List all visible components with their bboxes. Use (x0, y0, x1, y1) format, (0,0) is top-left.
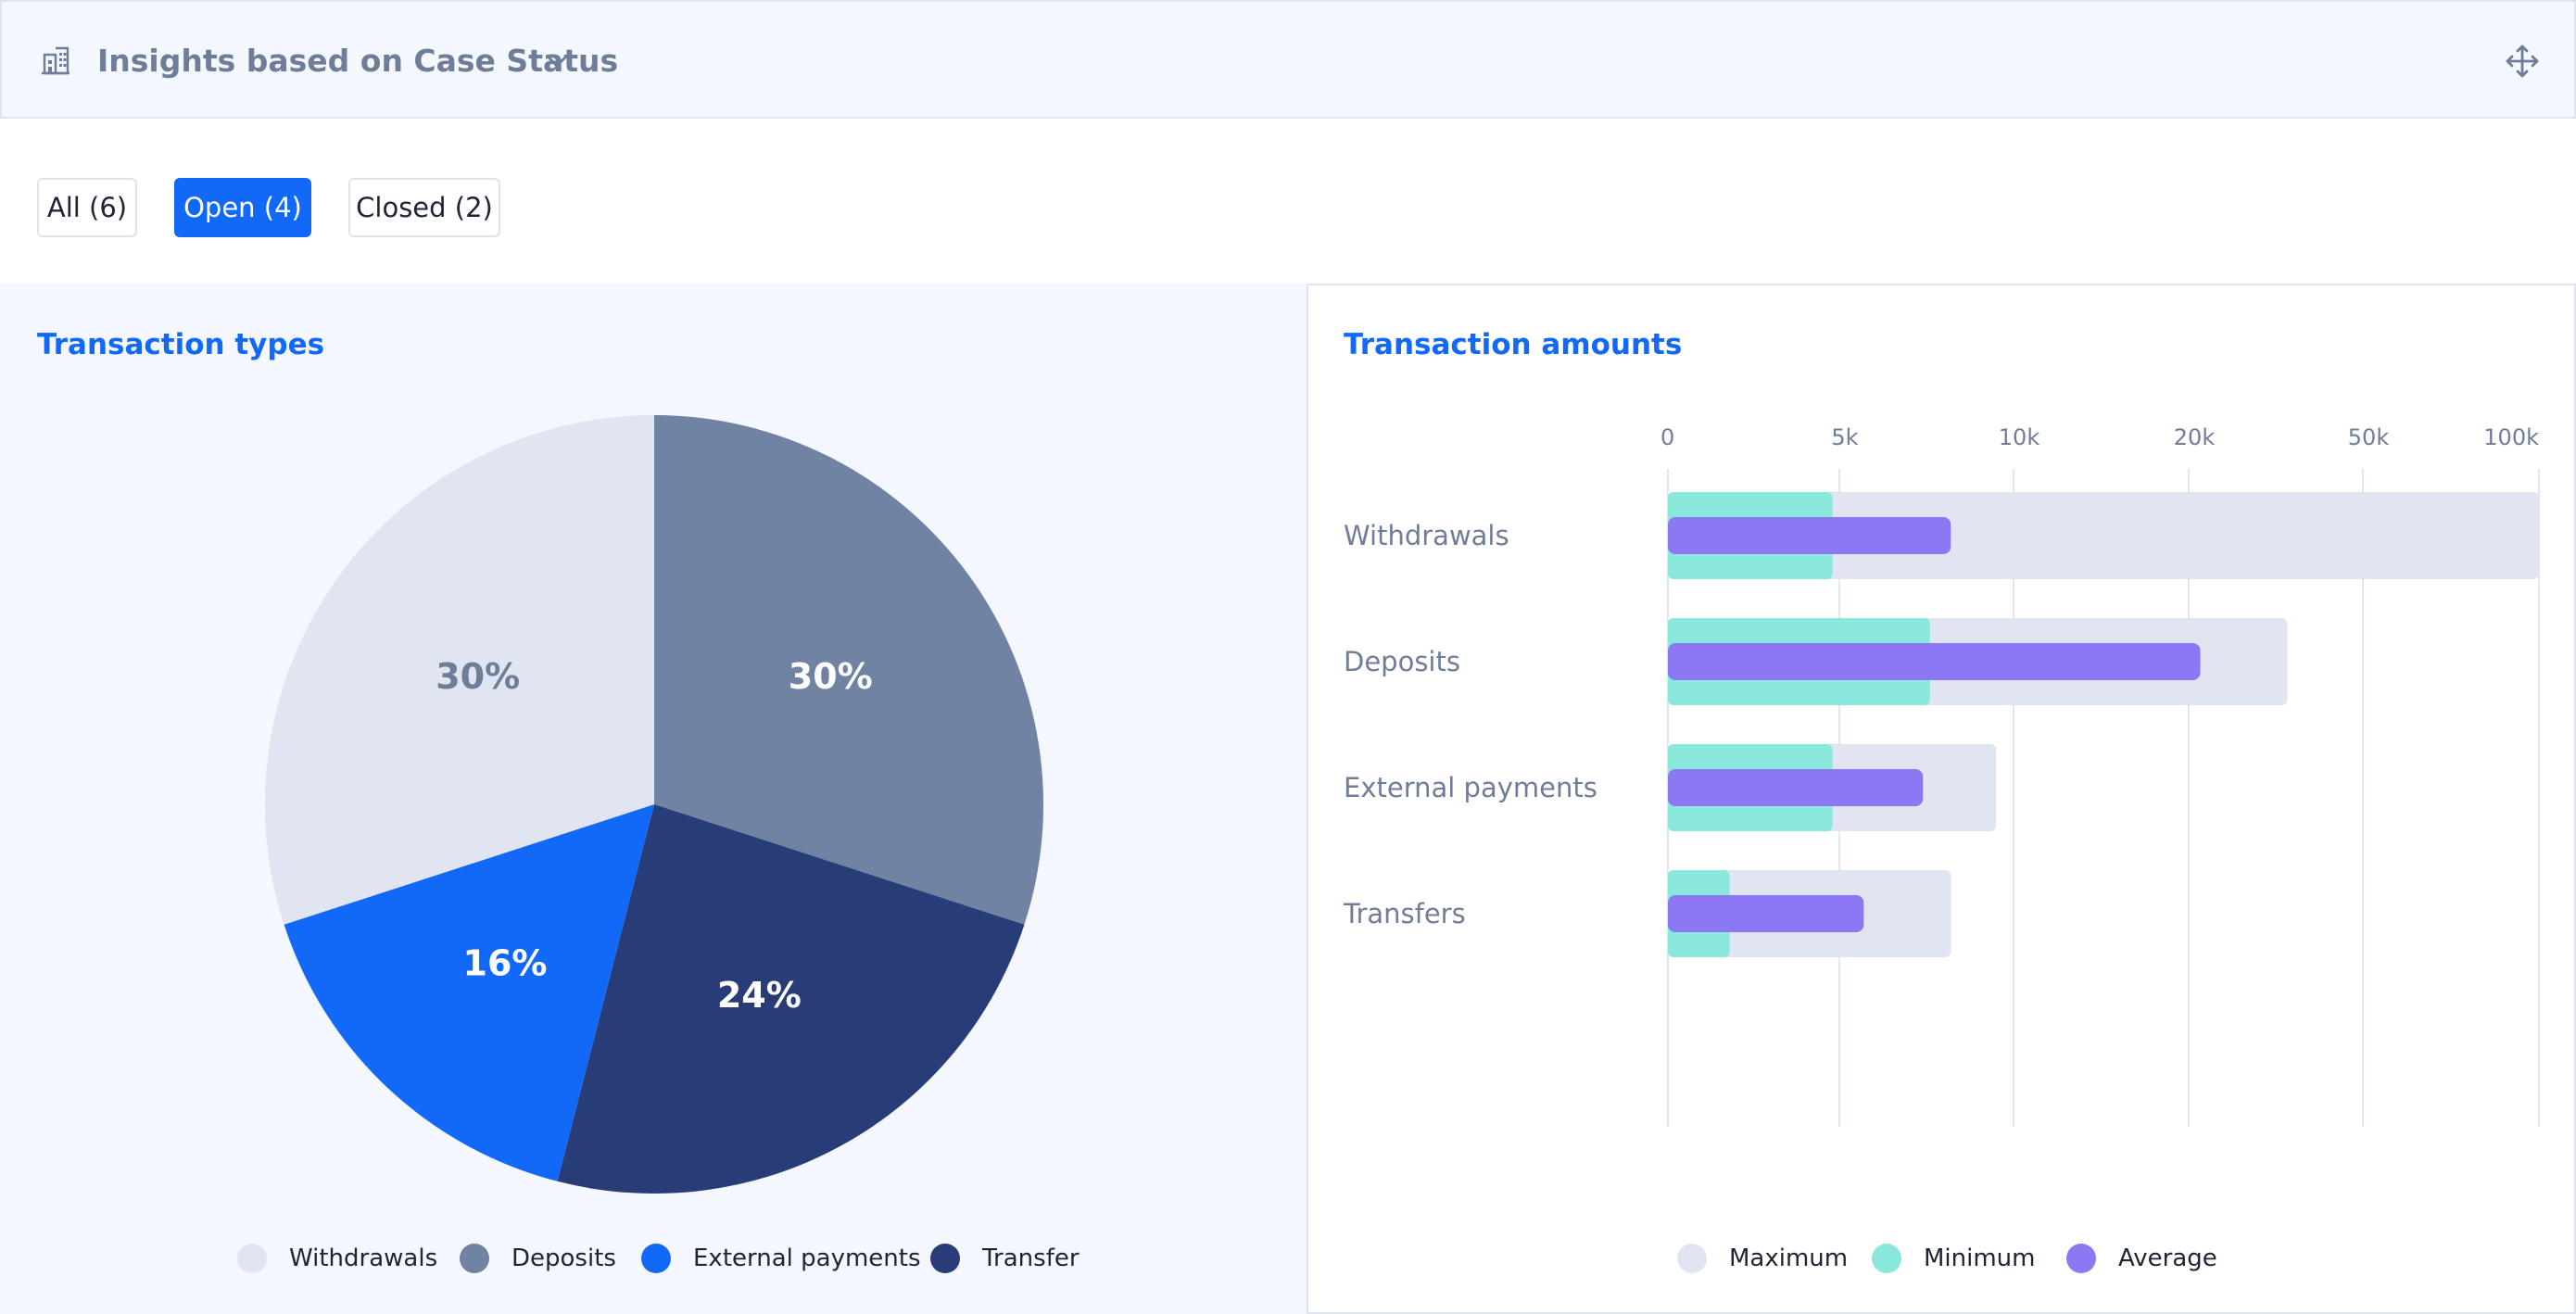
building-icon (42, 46, 69, 75)
filter-closed-button[interactable]: Closed (2) (348, 178, 500, 237)
legend-transfer-label: Transfer (982, 1245, 1080, 1272)
pie-label-external-payments: 16% (463, 942, 548, 983)
pie-label-withdrawals: 30% (436, 656, 520, 697)
filter-open-button[interactable]: Open (4) (174, 178, 311, 237)
bar-average-external-payments[interactable] (1668, 769, 1924, 806)
tick-label-10k: 10k (1999, 424, 2040, 450)
pie-label-deposits: 30% (789, 656, 873, 697)
widget-header: Insights based on Case Status (0, 0, 2576, 119)
legend-average-label: Average (2118, 1245, 2217, 1272)
legend-external-payments-swatch (641, 1244, 671, 1273)
bar-maximum-withdrawals[interactable] (1668, 492, 2539, 579)
pie-slice-transfer[interactable] (557, 804, 1025, 1194)
legend-maximum-label: Maximum (1729, 1245, 1849, 1272)
legend-external-payments-label: External payments (693, 1245, 921, 1272)
bar-average-transfers[interactable] (1668, 895, 1864, 932)
bar-average-withdrawals[interactable] (1668, 517, 1951, 554)
bar-average-deposits[interactable] (1668, 643, 2201, 680)
tick-label-100k: 100k (2483, 424, 2539, 450)
category-label-transfers: Transfers (1343, 898, 1466, 929)
legend-withdrawals-swatch (237, 1244, 267, 1273)
tick-label-20k: 20k (2174, 424, 2216, 450)
category-label-deposits: Deposits (1344, 646, 1460, 677)
category-label-external-payments: External payments (1344, 772, 1597, 803)
transaction-amounts-title: Transaction amounts (1344, 328, 1683, 361)
legend-deposits-label: Deposits (511, 1245, 616, 1272)
tick-label-5k: 5k (1831, 424, 1858, 450)
chevron-down-icon[interactable] (545, 52, 569, 72)
legend-withdrawals-label: Withdrawals (289, 1245, 438, 1272)
widget-title[interactable]: Insights based on Case Status (97, 43, 619, 79)
legend-deposits-swatch (460, 1244, 489, 1273)
legend-minimum-label: Minimum (1924, 1245, 2036, 1272)
transaction-types-pie-chart: 30% 24% 16% 30% (265, 415, 1043, 1194)
category-label-withdrawals: Withdrawals (1344, 520, 1509, 551)
legend-maximum[interactable]: Maximum (1677, 1242, 1848, 1275)
legend-maximum-swatch (1677, 1244, 1707, 1273)
transaction-types-title: Transaction types (37, 328, 325, 361)
legend-transfer-swatch (930, 1244, 960, 1273)
pie-slice-external-payments[interactable] (284, 804, 654, 1181)
tick-label-50k: 50k (2348, 424, 2390, 450)
legend-external-payments[interactable]: External payments (641, 1242, 921, 1275)
legend-deposits[interactable]: Deposits (460, 1242, 616, 1275)
legend-minimum-swatch (1872, 1244, 1901, 1273)
legend-minimum[interactable]: Minimum (1872, 1242, 2036, 1275)
legend-average-swatch (2066, 1244, 2096, 1273)
filter-all-button[interactable]: All (6) (37, 178, 137, 237)
tick-label-0: 0 (1661, 424, 1674, 450)
move-icon[interactable] (2504, 43, 2541, 80)
pie-label-transfer: 24% (717, 975, 802, 1016)
legend-transfer[interactable]: Transfer (930, 1242, 1080, 1275)
pie-slice-deposits[interactable] (654, 415, 1043, 925)
legend-withdrawals[interactable]: Withdrawals (237, 1242, 437, 1275)
pie-slice-withdrawals[interactable] (265, 415, 654, 925)
legend-average[interactable]: Average (2066, 1242, 2217, 1275)
